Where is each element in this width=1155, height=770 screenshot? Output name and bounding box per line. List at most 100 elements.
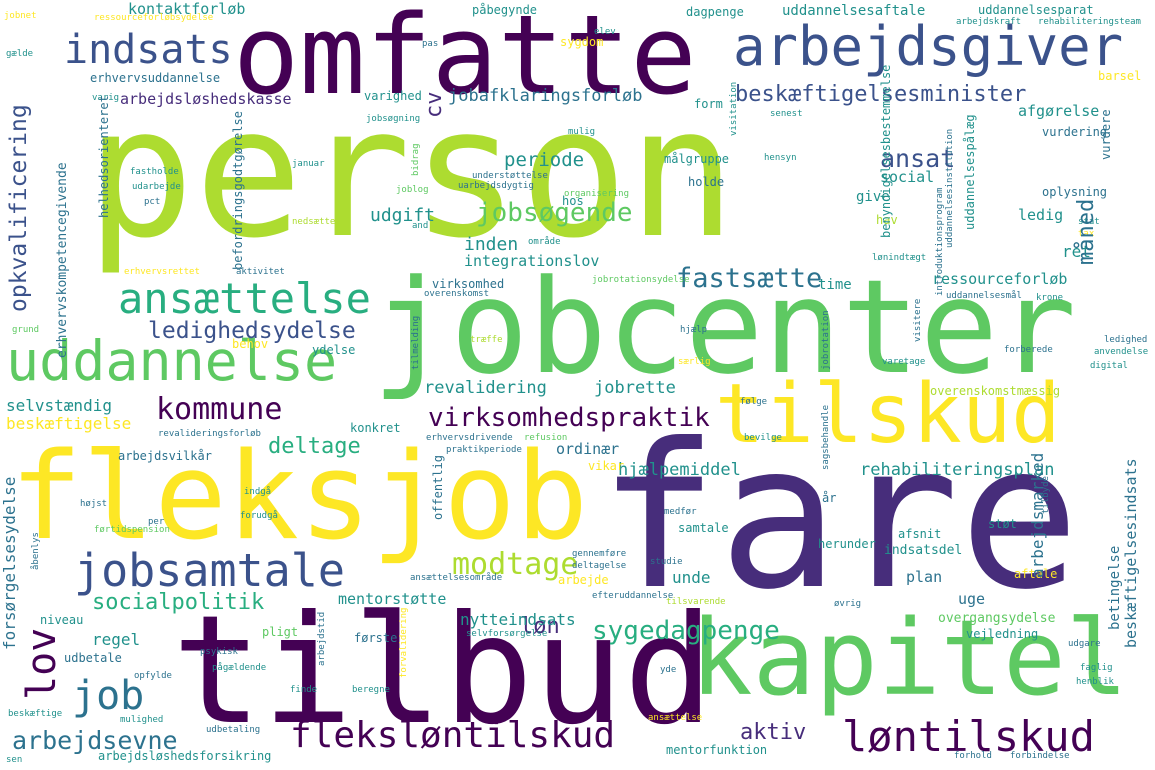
word-ledighedsydelse: ledighedsydelse: [148, 318, 356, 344]
word-herunder: herunder: [818, 537, 876, 551]
word-forsorgelsesydelse: forsørgelsesydelse: [0, 476, 19, 650]
word-grund: grund: [12, 325, 40, 335]
word-forste: første: [354, 631, 398, 645]
word-psykisk: psykisk: [200, 647, 238, 657]
word-vejledning: vejledning: [966, 627, 1039, 641]
word-bidrag: bidrag: [411, 143, 421, 176]
word-nytteindsats: nytteindsats: [460, 610, 576, 629]
word-dagpenge: dagpenge: [686, 5, 744, 19]
word-saerlig: særlig: [678, 357, 711, 367]
word-pligt: pligt: [262, 625, 299, 639]
word-jobrotation: jobrotation: [821, 310, 831, 370]
word-fare: fare: [598, 401, 1080, 634]
word-jobafklaringsforlob: jobafklaringsforløb: [448, 86, 643, 106]
word-tilmelding: tilmelding: [411, 315, 421, 370]
word-mulig: mulig: [568, 127, 596, 137]
word-folge: følge: [740, 397, 768, 407]
word-fastsaette: fastsætte: [676, 263, 823, 294]
word-aktiv: aktiv: [740, 720, 807, 745]
word-arbejdstid: arbejdstid: [317, 611, 327, 666]
word-lov: lov: [19, 627, 65, 700]
word-uddannelse: uddannelse: [6, 329, 338, 393]
word-lontilskud: løntilskud: [842, 712, 1095, 761]
word-sygedagpenge: sygedagpenge: [592, 616, 780, 646]
word-studie: studie: [650, 557, 683, 567]
word-integrationslov: integrationslov: [464, 252, 600, 270]
word-revalideringsforlob: revalideringsforløb: [158, 429, 261, 439]
word-flekslontilskud: fleksløntilskud: [290, 715, 616, 756]
word-mentorfunktion: mentorfunktion: [666, 743, 768, 757]
word-ressourceforlobsydelse: ressourceforløbsydelse: [94, 13, 214, 23]
word-niveau: niveau: [40, 613, 84, 627]
word-praktikperiode: praktikperiode: [446, 445, 522, 455]
word-ovrig: øvrig: [834, 599, 862, 609]
word-behov: behov: [232, 337, 269, 351]
word-beskaeftigelse: beskæftigelse: [6, 414, 132, 433]
word-beskaeftige: beskæftige: [8, 709, 63, 719]
word-afsnit: afsnit: [898, 527, 942, 541]
word-januar: januar: [292, 159, 325, 169]
word-sen: sen: [6, 755, 23, 765]
word-beskaeftigelsesindsats: beskæftigelsesindsats: [1122, 458, 1140, 648]
word-organisering: organisering: [564, 189, 630, 199]
word-sagsbehandle: sagsbehandle: [821, 404, 831, 470]
word-befordringsgodtgorelse: befordringsgodtgørelse: [231, 111, 245, 270]
word-yde: yde: [660, 665, 677, 675]
word-aar: år: [822, 491, 837, 505]
word-ret: ret: [1062, 242, 1091, 261]
word-gennemfore: gennemføre: [572, 549, 627, 559]
word-konkret: konkret: [350, 421, 401, 435]
word-udbetaling: udbetaling: [206, 725, 261, 735]
word-refusion: refusion: [524, 433, 568, 443]
word-opfylde: opfylde: [134, 671, 172, 681]
word-kontaktforlob: kontaktforløb: [128, 0, 246, 18]
word-aabenlys: åbenlys: [31, 532, 41, 570]
word-tilbud: tilbud: [172, 584, 714, 758]
word-afgorelse: afgørelse: [1018, 102, 1100, 120]
word-plan: plan: [906, 568, 943, 586]
word-form: form: [694, 97, 723, 111]
word-stot: støt: [988, 517, 1017, 531]
word-omfatte: omfatte: [233, 0, 697, 119]
word-understottelse: understøttelse: [472, 171, 548, 181]
word-holde: holde: [688, 175, 725, 189]
word-forudgaa: forudgå: [240, 511, 278, 521]
word-erhvervsdrivende: erhvervsdrivende: [426, 433, 513, 443]
word-inden: inden: [464, 234, 519, 255]
word-visitation: visitation: [729, 81, 739, 136]
word-virksomhed: virksomhed: [432, 277, 505, 291]
word-selvstaendig: selvstændig: [6, 396, 112, 415]
word-ansaettelse: ansættelse: [118, 274, 371, 323]
word-aktivitet: aktivitet: [236, 267, 285, 277]
word-indga: indgå: [244, 487, 272, 497]
word-give: give: [856, 189, 890, 205]
word-ansat: ansat: [880, 144, 956, 173]
word-overenskomst: overenskomst: [424, 289, 490, 299]
word-job: job: [72, 673, 145, 719]
word-mulighed: mulighed: [120, 715, 164, 725]
word-omraade: område: [528, 237, 561, 247]
word-finde: finde: [290, 685, 318, 695]
word-fleksjob: fleksjob: [10, 428, 588, 567]
word-uddannelsesaftale: uddannelsesaftale: [782, 3, 926, 19]
word-uddannelsesinstitution: uddannelsesinstitution: [945, 128, 955, 248]
word-traeffe: træffe: [470, 335, 503, 345]
word-virksomhedspraktik: virksomhedspraktik: [428, 403, 710, 433]
word-varig: varig: [92, 93, 120, 103]
word-kommune: kommune: [156, 392, 283, 427]
word-arbejdskraft: arbejdskraft: [956, 17, 1022, 27]
word-ansaettelse-small: ansættelse: [648, 713, 703, 723]
word-benyndigelsesbestemmelse: benyndigelsesbestemmelse: [879, 64, 893, 238]
word-deltage: deltage: [268, 434, 361, 459]
word-indsats: indsats: [64, 27, 233, 73]
word-rehabiliteringsplan: rehabiliteringsplan: [860, 460, 1055, 480]
word-and: and: [412, 221, 429, 231]
word-deltagelse: deltagelse: [572, 561, 627, 571]
word-digital: digital: [1090, 361, 1128, 371]
word-nedsaette: nedsætte: [292, 217, 336, 227]
word-tilbyde: tilbyde: [1041, 476, 1051, 514]
word-mentorstotte: mentorstøtte: [338, 590, 447, 608]
word-regel: regel: [92, 630, 141, 649]
word-hensyn: hensyn: [764, 153, 797, 163]
word-beregne: beregne: [352, 685, 390, 695]
